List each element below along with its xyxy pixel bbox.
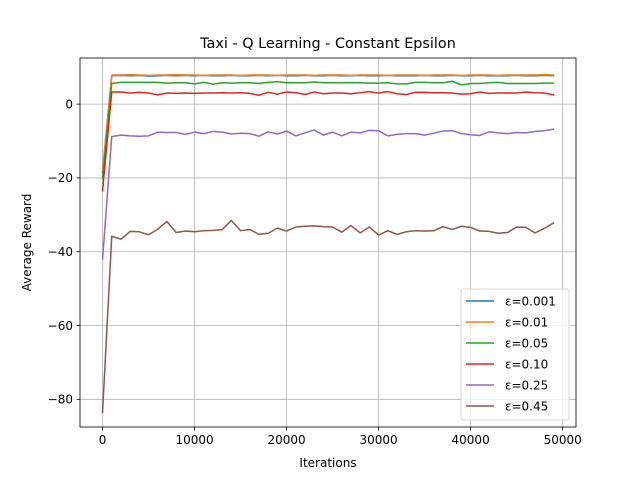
y-tick-label: −60 — [48, 319, 73, 333]
x-tick-label: 20000 — [267, 433, 305, 447]
y-axis-ticks: −80 −60 −40 −20 0 — [48, 97, 80, 407]
x-axis-label: Iterations — [299, 456, 356, 470]
chart-title: Taxi - Q Learning - Constant Epsilon — [199, 36, 456, 52]
y-tick-label: −20 — [48, 171, 73, 185]
y-tick-label: −40 — [48, 245, 73, 259]
legend: ε=0.001 ε=0.01 ε=0.05 ε=0.10 ε=0.25 ε=0.45 — [460, 288, 570, 421]
x-axis-ticks: 0 10000 20000 30000 40000 50000 — [99, 427, 582, 447]
x-tick-label: 40000 — [452, 433, 490, 447]
y-tick-label: 0 — [65, 97, 73, 111]
y-axis-label: Average Reward — [20, 194, 34, 292]
y-tick-label: −80 — [48, 393, 73, 407]
legend-label: ε=0.001 — [505, 294, 556, 308]
x-tick-label: 10000 — [175, 433, 213, 447]
legend-item-4: ε=0.25 — [466, 378, 548, 392]
legend-item-2: ε=0.05 — [466, 336, 548, 350]
legend-item-3: ε=0.10 — [466, 357, 548, 371]
legend-label: ε=0.45 — [505, 399, 548, 413]
series-line-3 — [101, 90, 555, 192]
series-lines — [101, 73, 555, 414]
series-line-1 — [101, 73, 555, 172]
legend-item-5: ε=0.45 — [466, 399, 548, 413]
x-tick-label: 50000 — [544, 433, 582, 447]
legend-label: ε=0.25 — [505, 378, 548, 392]
series-line-5 — [101, 219, 555, 414]
legend-item-0: ε=0.001 — [466, 294, 556, 308]
legend-label: ε=0.05 — [505, 336, 548, 350]
legend-label: ε=0.10 — [505, 357, 548, 371]
legend-label: ε=0.01 — [505, 315, 548, 329]
x-tick-label: 30000 — [360, 433, 398, 447]
x-tick-label: 0 — [99, 433, 107, 447]
legend-item-1: ε=0.01 — [466, 315, 548, 329]
series-line-4 — [101, 128, 555, 260]
series-line-2 — [101, 80, 555, 179]
plot-frame — [79, 57, 577, 428]
